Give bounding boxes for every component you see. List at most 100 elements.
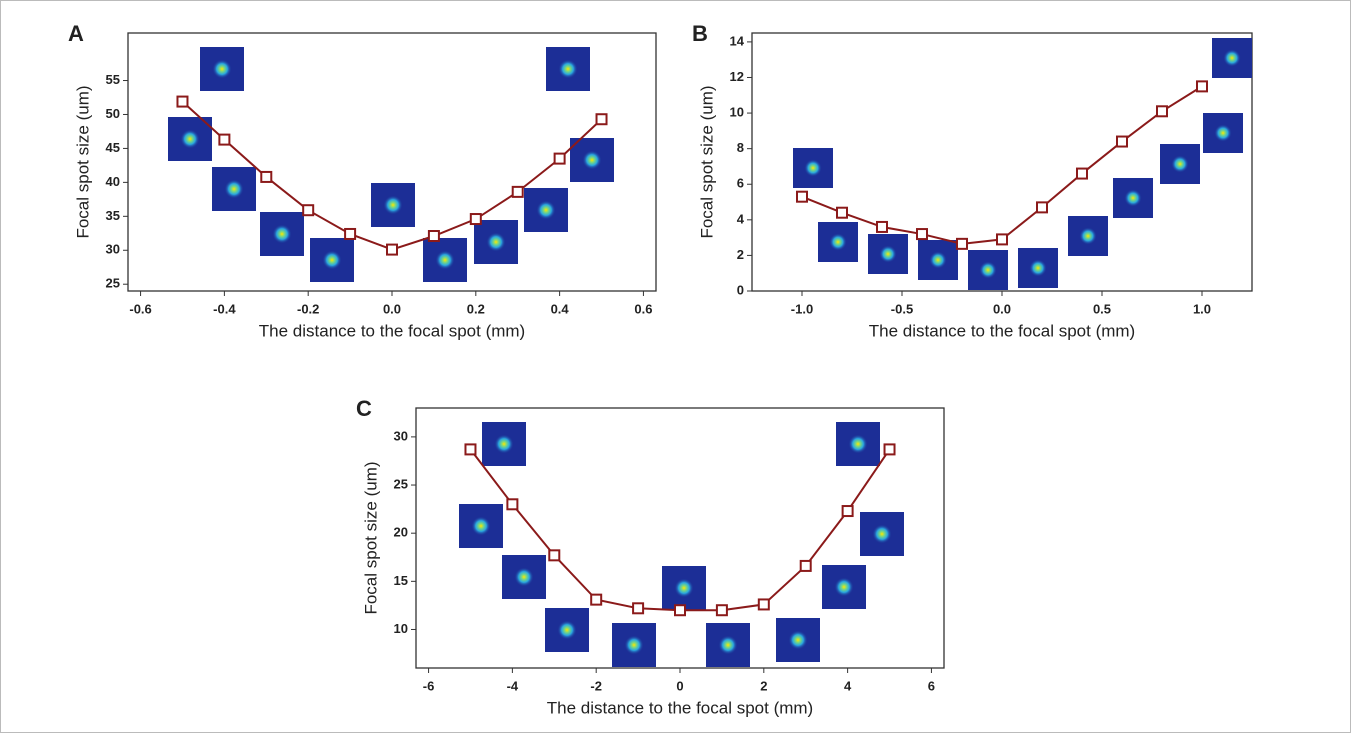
inset-spot — [557, 620, 577, 640]
data-marker — [511, 185, 524, 198]
y-tick-label: 14 — [730, 33, 745, 48]
inset-image — [545, 608, 589, 652]
inset-spot — [180, 129, 200, 149]
data-marker — [218, 133, 231, 146]
inset-spot — [322, 250, 342, 270]
y-tick-label: 0 — [737, 282, 744, 297]
inset-image — [474, 220, 518, 264]
inset-image — [860, 512, 904, 556]
data-marker — [1156, 105, 1168, 118]
inset-spot — [1214, 124, 1232, 142]
y-tick-label: 8 — [737, 140, 744, 155]
inset-spot — [1171, 155, 1189, 173]
data-marker — [344, 227, 357, 240]
x-tick-label: 0.4 — [551, 301, 570, 316]
inset-spot — [624, 635, 644, 655]
x-tick-label: 0.6 — [634, 301, 652, 316]
data-marker — [796, 190, 808, 203]
y-tick-label: 2 — [737, 247, 744, 262]
x-tick-label: -1.0 — [791, 301, 813, 316]
x-tick-label: 2 — [760, 678, 767, 693]
y-tick-label: 10 — [730, 105, 744, 120]
x-tick-label: -0.6 — [129, 301, 151, 316]
y-tick-label: 15 — [394, 573, 408, 588]
inset-image — [260, 212, 304, 256]
data-marker — [836, 206, 848, 219]
data-marker — [1116, 135, 1128, 148]
inset-spot — [834, 577, 854, 597]
data-marker — [386, 243, 398, 256]
inset-image — [836, 422, 880, 466]
inset-image — [793, 148, 833, 188]
y-tick-label: 20 — [394, 525, 408, 540]
data-marker — [469, 213, 482, 226]
data-marker — [302, 204, 315, 217]
inset-spot — [224, 179, 244, 199]
inset-image — [918, 240, 958, 280]
inset-image — [168, 117, 212, 161]
x-tick-label: -0.5 — [891, 301, 913, 316]
inset-spot — [471, 516, 491, 536]
x-tick-label: 0 — [676, 678, 683, 693]
data-marker — [799, 559, 812, 572]
data-marker — [996, 233, 1008, 246]
data-marker — [1196, 80, 1208, 93]
inset-spot — [1029, 259, 1047, 277]
inset-spot — [536, 200, 556, 220]
y-tick-label: 30 — [106, 242, 120, 257]
data-marker — [757, 598, 770, 611]
inset-spot — [514, 567, 534, 587]
y-tick-label: 30 — [394, 428, 408, 443]
inset-spot — [872, 524, 892, 544]
data-marker — [427, 230, 440, 243]
inset-spot — [494, 434, 514, 454]
inset-image — [818, 222, 858, 262]
inset-image — [1018, 248, 1058, 288]
inset-image — [706, 623, 750, 667]
inset-spot — [1124, 189, 1142, 207]
inset-image — [1203, 113, 1243, 153]
data-line — [801, 85, 1203, 245]
y-axis-title: Focal spot size (um) — [73, 85, 92, 238]
inset-image — [776, 618, 820, 662]
x-tick-label: 0.0 — [993, 301, 1011, 316]
y-tick-label: 45 — [106, 140, 120, 155]
inset-image — [423, 238, 467, 282]
data-marker — [674, 604, 686, 617]
data-marker — [548, 549, 561, 562]
inset-image — [502, 555, 546, 599]
inset-image — [1113, 178, 1153, 218]
inset-image — [968, 250, 1008, 290]
data-marker — [260, 170, 273, 183]
x-tick-label: 0.2 — [467, 301, 485, 316]
data-marker — [595, 113, 608, 126]
data-marker — [715, 604, 728, 617]
y-tick-label: 25 — [394, 476, 408, 491]
x-tick-label: -0.4 — [213, 301, 236, 316]
inset-spot — [383, 195, 403, 215]
inset-spot — [848, 434, 868, 454]
data-marker — [176, 95, 189, 108]
x-axis-title: The distance to the focal spot (mm) — [547, 698, 813, 717]
x-tick-label: 0.0 — [383, 301, 401, 316]
panel-label: C — [356, 396, 372, 421]
y-tick-label: 55 — [106, 72, 120, 87]
y-tick-label: 10 — [394, 621, 408, 636]
data-marker — [883, 443, 896, 456]
inset-image — [310, 238, 354, 282]
inset-image — [524, 188, 568, 232]
x-tick-label: 4 — [844, 678, 852, 693]
inset-spot — [979, 261, 997, 279]
data-marker — [1076, 167, 1088, 180]
inset-image — [662, 566, 706, 610]
inset-image — [868, 234, 908, 274]
inset-spot — [1223, 49, 1241, 67]
inset-spot — [674, 578, 694, 598]
data-marker — [506, 498, 519, 511]
inset-image — [200, 47, 244, 91]
y-tick-label: 35 — [106, 208, 120, 223]
x-axis-title: The distance to the focal spot (mm) — [869, 321, 1135, 340]
y-tick-label: 40 — [106, 174, 120, 189]
data-marker — [590, 593, 603, 606]
